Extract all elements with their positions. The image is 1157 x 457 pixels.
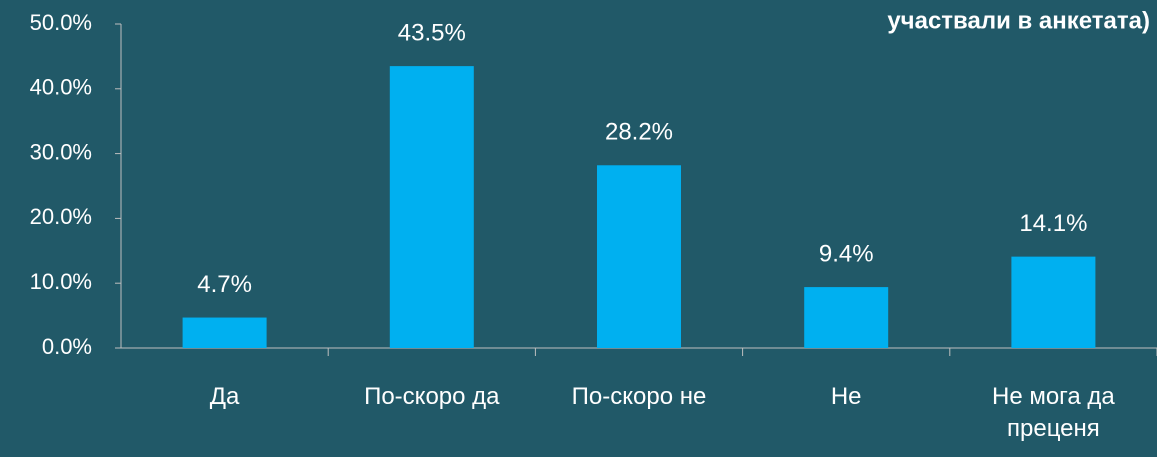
y-tick-label: 40.0% <box>30 75 92 100</box>
x-tick-label: По-скоро да <box>364 383 500 410</box>
chart-title: участвали в анкетата) <box>887 7 1150 34</box>
data-label: 28.2% <box>605 119 673 146</box>
bar <box>182 317 267 348</box>
y-tick-label: 10.0% <box>30 269 92 294</box>
y-tick-label: 20.0% <box>30 204 92 229</box>
x-tick-label: Не <box>830 383 862 410</box>
bar <box>804 287 889 348</box>
bar <box>389 66 474 349</box>
bar <box>597 165 681 348</box>
y-tick-label: 30.0% <box>30 139 92 164</box>
y-tick-label: 0.0% <box>42 334 92 359</box>
y-tick-label: 50.0% <box>30 10 92 35</box>
data-label: 9.4% <box>819 240 874 267</box>
x-tick-label: Да <box>209 383 240 410</box>
x-tick-label: Не мога да преценя <box>991 383 1115 442</box>
x-tick-label: По-скоро не <box>571 383 707 410</box>
data-label: 14.1% <box>1019 210 1087 237</box>
data-label: 4.7% <box>197 271 252 298</box>
data-label: 43.5% <box>398 19 466 46</box>
bar <box>1011 256 1096 348</box>
